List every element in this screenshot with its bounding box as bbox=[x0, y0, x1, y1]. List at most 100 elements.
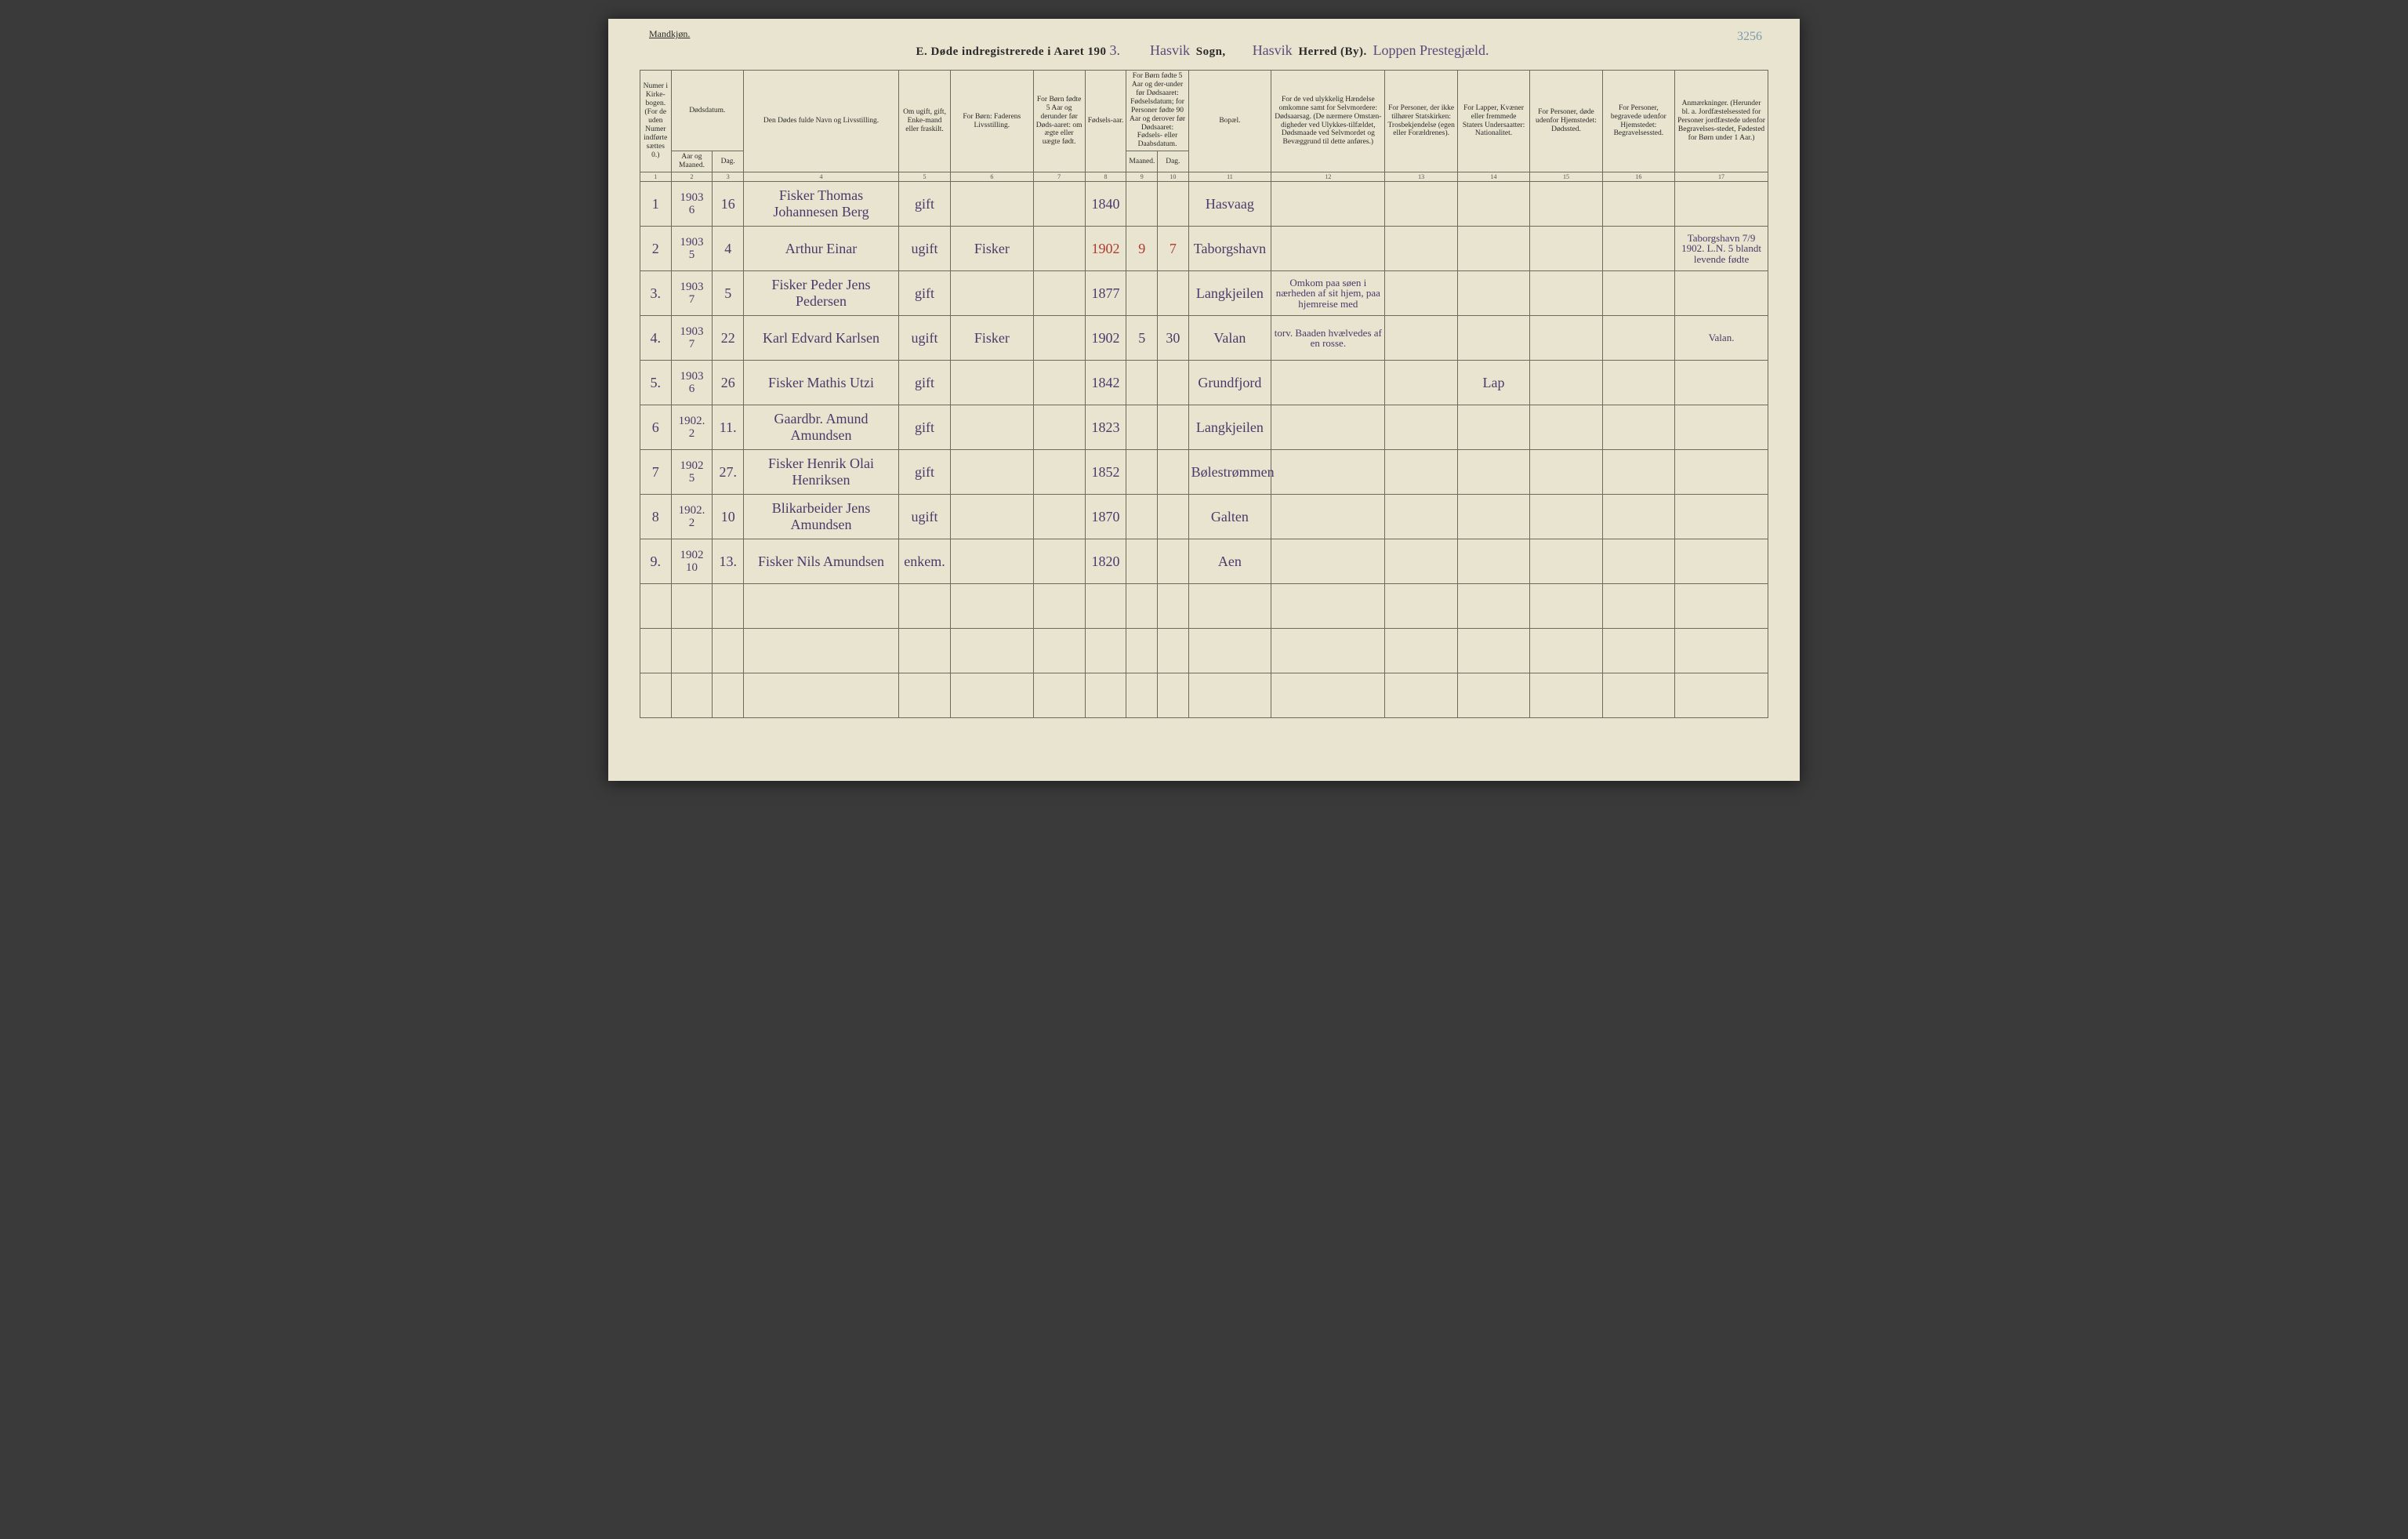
cell-deathpl bbox=[1530, 495, 1602, 539]
cell-name: Blikarbeider Jens Amundsen bbox=[743, 495, 898, 539]
column-number-row: 1234567891011121314151617 bbox=[640, 172, 1768, 182]
cell-bm bbox=[1126, 361, 1158, 405]
cell-legit bbox=[1033, 539, 1085, 584]
cell-day: 27. bbox=[713, 450, 744, 495]
blank-cell bbox=[1158, 673, 1189, 718]
cell-father bbox=[951, 182, 1034, 227]
blank-cell bbox=[1457, 673, 1529, 718]
cell-notes bbox=[1675, 450, 1768, 495]
col-7-header: For Børn fødte 5 Aar og derunder før Død… bbox=[1033, 71, 1085, 172]
cell-ym: 1902 5 bbox=[671, 450, 713, 495]
blank-rows bbox=[640, 584, 1768, 718]
cell-bd: 7 bbox=[1158, 227, 1189, 271]
cell-nat bbox=[1457, 227, 1529, 271]
table-row: 4.1903 722Karl Edvard KarlsenugiftFisker… bbox=[640, 316, 1768, 361]
blank-cell bbox=[951, 673, 1034, 718]
cell-place: Galten bbox=[1188, 495, 1271, 539]
column-number: 15 bbox=[1530, 172, 1602, 182]
cell-father: Fisker bbox=[951, 316, 1034, 361]
cell-cause bbox=[1271, 495, 1385, 539]
blank-cell bbox=[671, 584, 713, 629]
cell-cause bbox=[1271, 539, 1385, 584]
cell-status: ugift bbox=[899, 316, 951, 361]
cell-faith bbox=[1385, 495, 1457, 539]
col-13-header: For Personer, der ikke tilhører Statskir… bbox=[1385, 71, 1457, 172]
cell-name: Fisker Thomas Johannesen Berg bbox=[743, 182, 898, 227]
cell-day: 4 bbox=[713, 227, 744, 271]
title-prefix: E. Døde indregistrerede i Aaret 190 bbox=[916, 45, 1106, 58]
table-header: Numer i Kirke-bogen. (For de uden Numer … bbox=[640, 71, 1768, 182]
cell-birth: 1902 bbox=[1085, 227, 1126, 271]
cell-n: 6 bbox=[640, 405, 672, 450]
cell-faith bbox=[1385, 182, 1457, 227]
blank-cell bbox=[743, 629, 898, 673]
cell-birth: 1870 bbox=[1085, 495, 1126, 539]
blank-cell bbox=[1602, 673, 1674, 718]
blank-cell bbox=[1085, 673, 1126, 718]
col-2-header: Aar og Maaned. bbox=[671, 151, 713, 172]
cell-deathpl bbox=[1530, 405, 1602, 450]
cell-faith bbox=[1385, 316, 1457, 361]
table-row: 11903 616Fisker Thomas Johannesen Berggi… bbox=[640, 182, 1768, 227]
cell-birth: 1902 bbox=[1085, 316, 1126, 361]
cell-place: Taborgshavn bbox=[1188, 227, 1271, 271]
cell-birth: 1877 bbox=[1085, 271, 1126, 316]
blank-cell bbox=[1457, 629, 1529, 673]
cell-notes: Valan. bbox=[1675, 316, 1768, 361]
cell-status: ugift bbox=[899, 227, 951, 271]
cell-bd: 30 bbox=[1158, 316, 1189, 361]
cell-bd bbox=[1158, 539, 1189, 584]
cell-birth: 1852 bbox=[1085, 450, 1126, 495]
cell-status: gift bbox=[899, 450, 951, 495]
cell-deathpl bbox=[1530, 539, 1602, 584]
cell-day: 16 bbox=[713, 182, 744, 227]
cell-ym: 1903 6 bbox=[671, 182, 713, 227]
cell-deathpl bbox=[1530, 361, 1602, 405]
blank-row bbox=[640, 673, 1768, 718]
column-number: 8 bbox=[1085, 172, 1126, 182]
cell-burpl bbox=[1602, 450, 1674, 495]
column-number: 13 bbox=[1385, 172, 1457, 182]
column-number: 17 bbox=[1675, 172, 1768, 182]
cell-ym: 1903 7 bbox=[671, 271, 713, 316]
cell-cause bbox=[1271, 361, 1385, 405]
blank-cell bbox=[951, 584, 1034, 629]
cell-place: Langkjeilen bbox=[1188, 271, 1271, 316]
col-4-header: Den Dødes fulde Navn og Livsstilling. bbox=[743, 71, 898, 172]
column-number: 14 bbox=[1457, 172, 1529, 182]
cell-bm: 5 bbox=[1126, 316, 1158, 361]
cell-bd bbox=[1158, 182, 1189, 227]
cell-legit bbox=[1033, 316, 1085, 361]
blank-cell bbox=[640, 629, 672, 673]
cell-name: Karl Edvard Karlsen bbox=[743, 316, 898, 361]
cell-cause bbox=[1271, 182, 1385, 227]
cell-status: enkem. bbox=[899, 539, 951, 584]
blank-cell bbox=[1675, 584, 1768, 629]
cell-father bbox=[951, 495, 1034, 539]
cell-nat bbox=[1457, 450, 1529, 495]
blank-cell bbox=[640, 584, 672, 629]
cell-place: Hasvaag bbox=[1188, 182, 1271, 227]
cell-bm bbox=[1126, 271, 1158, 316]
blank-cell bbox=[1271, 673, 1385, 718]
cell-burpl bbox=[1602, 495, 1674, 539]
column-number: 2 bbox=[671, 172, 713, 182]
table-row: 21903 54Arthur EinarugiftFisker190297Tab… bbox=[640, 227, 1768, 271]
cell-day: 5 bbox=[713, 271, 744, 316]
cell-father: Fisker bbox=[951, 227, 1034, 271]
col-16-header: For Personer, begravede udenfor Hjemsted… bbox=[1602, 71, 1674, 172]
title-row: E. Døde indregistrerede i Aaret 1903. Ha… bbox=[640, 42, 1768, 59]
cell-ym: 1902 10 bbox=[671, 539, 713, 584]
cell-notes bbox=[1675, 539, 1768, 584]
death-register-table: Numer i Kirke-bogen. (For de uden Numer … bbox=[640, 70, 1768, 718]
cell-notes bbox=[1675, 405, 1768, 450]
blank-cell bbox=[640, 673, 672, 718]
cell-place: Langkjeilen bbox=[1188, 405, 1271, 450]
cell-ym: 1902. 2 bbox=[671, 405, 713, 450]
table-body: 11903 616Fisker Thomas Johannesen Berggi… bbox=[640, 182, 1768, 584]
cell-ym: 1903 7 bbox=[671, 316, 713, 361]
blank-cell bbox=[1188, 673, 1271, 718]
col-5-header: Om ugift, gift, Enke-mand eller fraskilt… bbox=[899, 71, 951, 172]
blank-cell bbox=[899, 629, 951, 673]
cell-cause: Omkom paa søen i nærheden af sit hjem, p… bbox=[1271, 271, 1385, 316]
